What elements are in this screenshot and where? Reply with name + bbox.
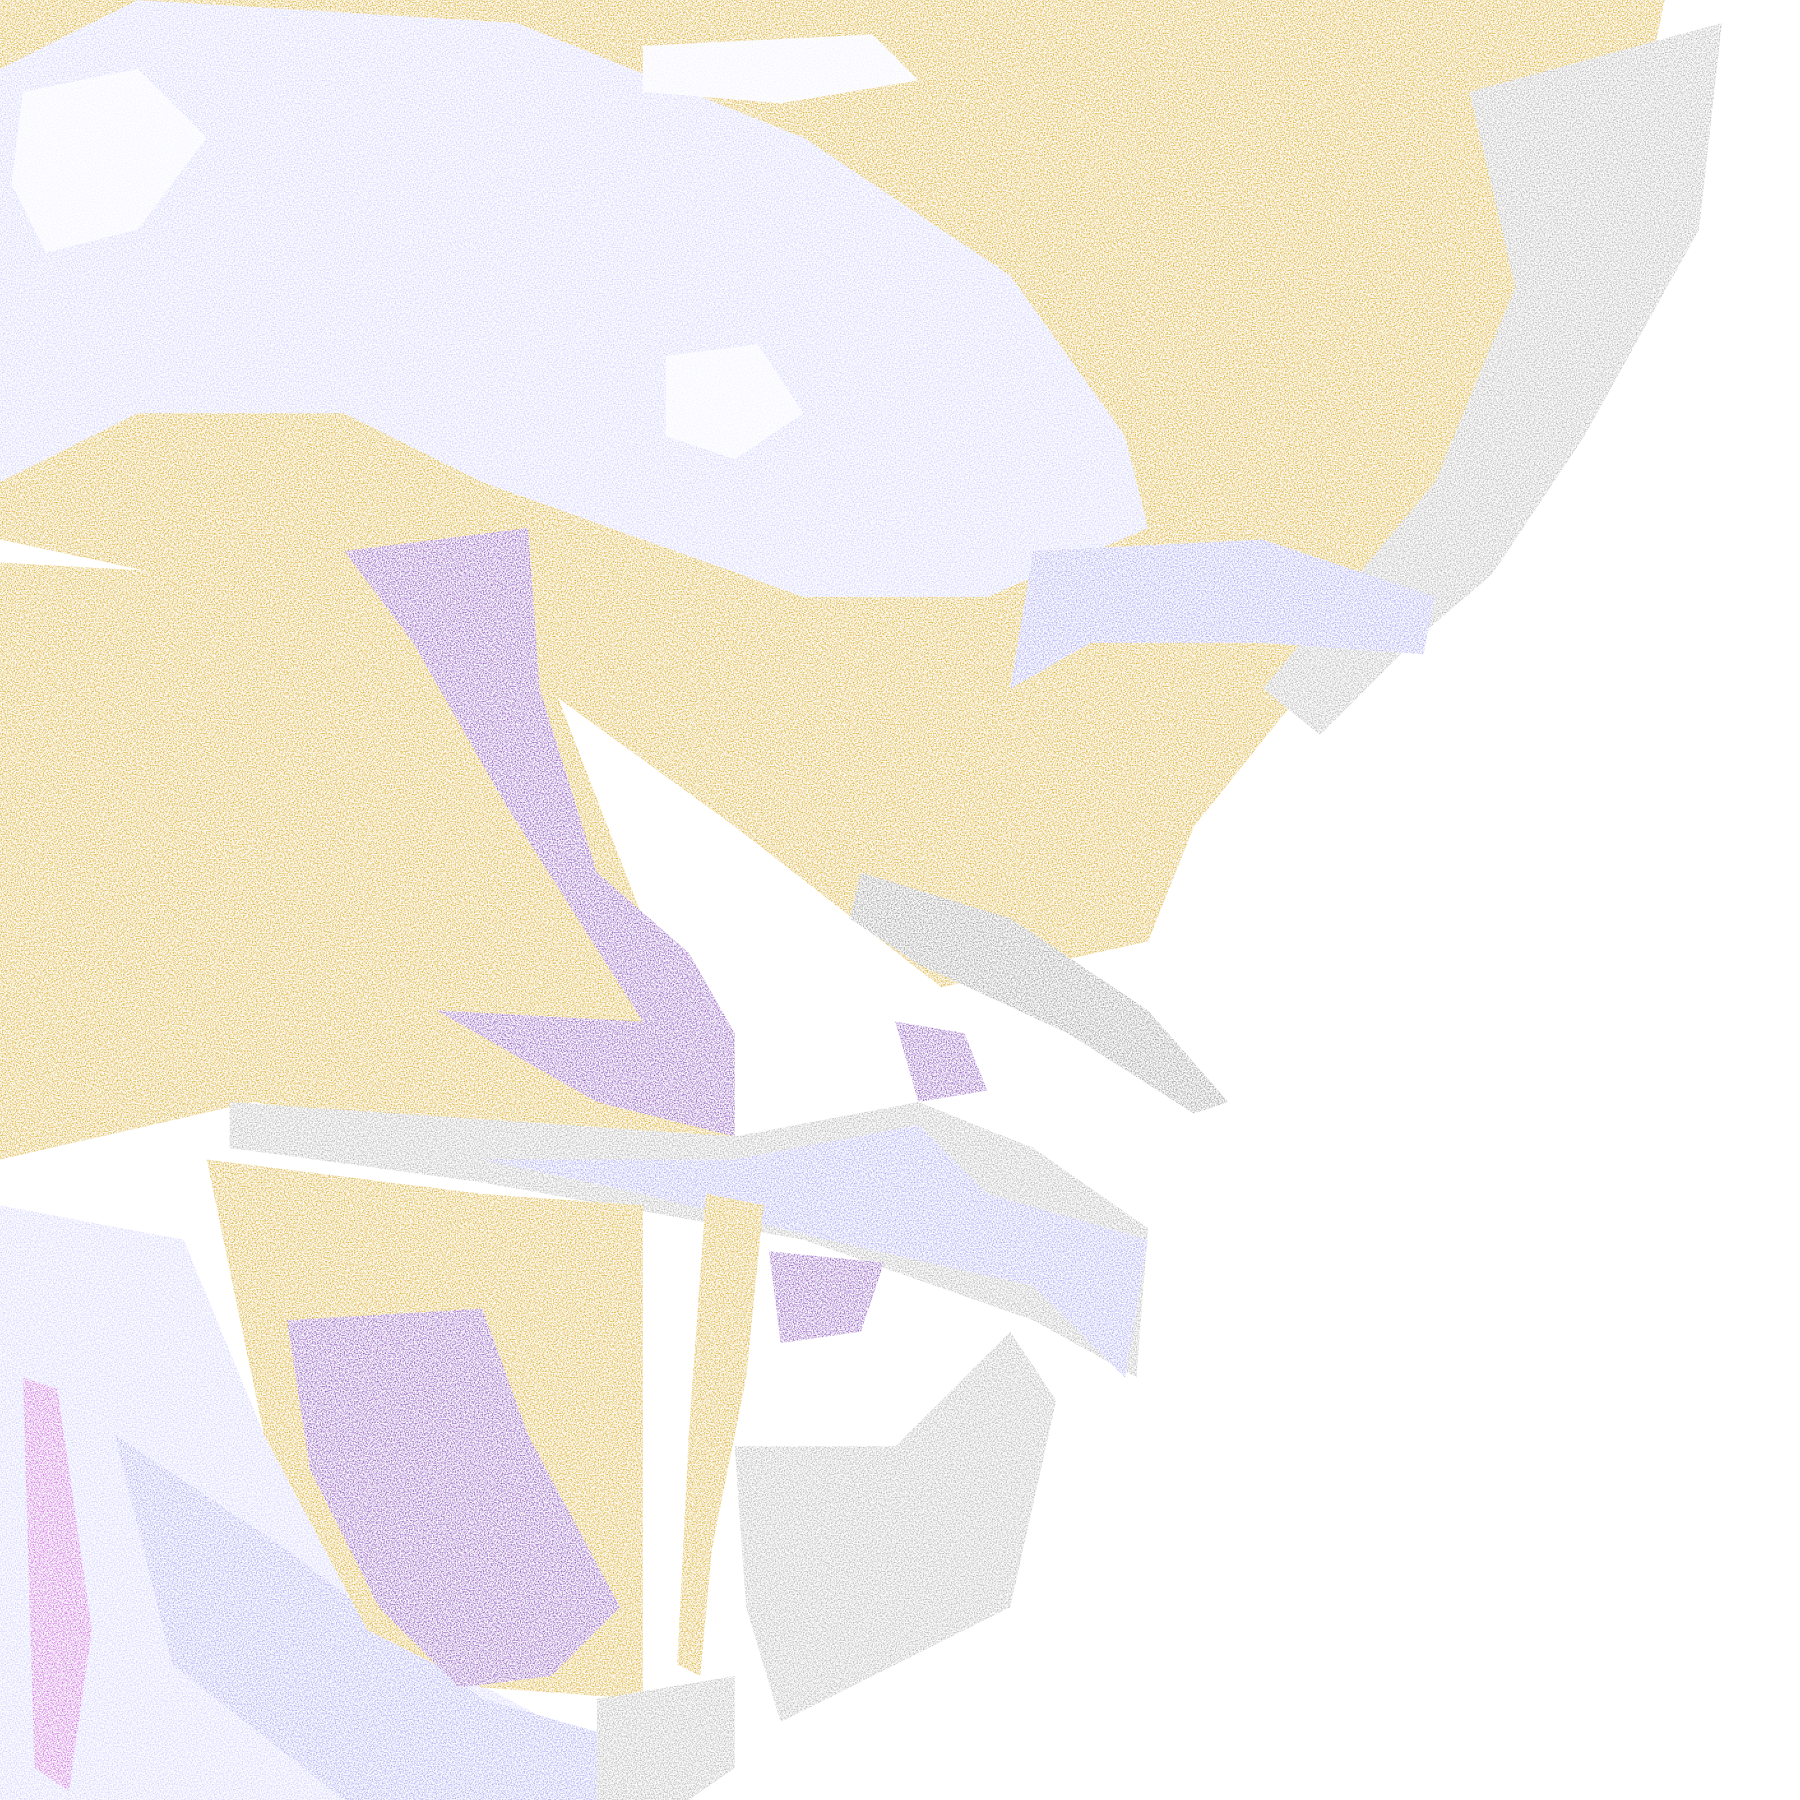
purple-northeast-patch: [895, 1021, 988, 1103]
lavender-cloud-east: [1010, 539, 1435, 689]
lavender-cloud-north: [0, 0, 1148, 597]
gray-southeast-region: [734, 1331, 1057, 1722]
periwinkle-southwest-region: [114, 1434, 689, 1800]
gray-northeast-fringe: [1262, 22, 1722, 735]
gold-meridional-streak: [677, 1193, 764, 1677]
periwinkle-equatorial-band: [482, 1125, 1148, 1378]
gold-west-region: [0, 539, 735, 1160]
purple-central-streak: [344, 528, 735, 1137]
magenta-southwest-streak: [22, 1377, 92, 1791]
purple-east-patch: [769, 1251, 884, 1344]
purple-southern-region: [286, 1308, 620, 1688]
gray-east-streak: [849, 872, 1229, 1114]
white-cloud-cores-2: [642, 34, 919, 104]
white-cloud-cores: [11, 68, 207, 253]
gray-southern-fringe: [596, 1676, 735, 1800]
white-cloud-cores-3: [665, 344, 804, 460]
